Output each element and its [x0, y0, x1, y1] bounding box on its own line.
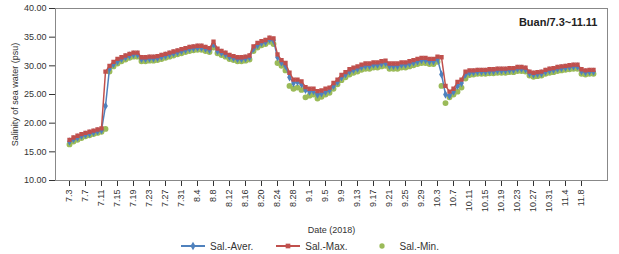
svg-text:9.5: 9.5	[320, 190, 330, 203]
svg-text:10.23: 10.23	[512, 190, 522, 213]
html-text:Sal.-Max.: Sal.-Max.	[305, 240, 348, 252]
svg-text:7.7: 7.7	[80, 190, 90, 203]
svg-text:35.00: 35.00	[24, 32, 47, 42]
html-text:Sal.-Min.: Sal.-Min.	[399, 240, 439, 252]
svg-text:9.21: 9.21	[384, 190, 394, 208]
svg-text:8.12: 8.12	[224, 190, 234, 208]
svg-text:Buan/7.3~11.11: Buan/7.3~11.11	[519, 16, 598, 28]
svg-text:Date (2018): Date (2018)	[308, 225, 356, 235]
svg-text:40.00: 40.00	[24, 3, 47, 13]
svg-text:11.4: 11.4	[560, 190, 570, 207]
svg-text:9.9: 9.9	[336, 190, 346, 203]
svg-text:9.1: 9.1	[304, 190, 314, 203]
svg-text:10.3: 10.3	[432, 190, 442, 208]
svg-text:7.31: 7.31	[176, 190, 186, 208]
html-text:Sal.-Aver.: Sal.-Aver.	[210, 240, 254, 252]
svg-text:10.11: 10.11	[464, 190, 474, 212]
svg-text:8.28: 8.28	[288, 190, 298, 208]
svg-text:7.23: 7.23	[144, 190, 154, 208]
svg-text:10.7: 10.7	[448, 190, 458, 208]
svg-text:8.24: 8.24	[272, 190, 282, 208]
svg-text:9.17: 9.17	[368, 190, 378, 208]
svg-text:Salinity of sea water (psu): Salinity of sea water (psu)	[10, 43, 20, 147]
svg-text:8.20: 8.20	[256, 190, 266, 208]
svg-text:11.8: 11.8	[576, 190, 586, 207]
svg-text:8.4: 8.4	[192, 190, 202, 203]
svg-text:15.00: 15.00	[24, 147, 47, 157]
svg-text:7.11: 7.11	[96, 190, 106, 207]
svg-text:10.00: 10.00	[24, 175, 47, 185]
svg-text:10.27: 10.27	[528, 190, 538, 213]
svg-text:10.31: 10.31	[544, 190, 554, 213]
svg-text:25.00: 25.00	[24, 89, 47, 99]
svg-text:10.19: 10.19	[496, 190, 506, 213]
svg-text:7.19: 7.19	[128, 190, 138, 208]
svg-text:7.15: 7.15	[112, 190, 122, 208]
svg-text:7.3: 7.3	[64, 190, 74, 203]
svg-text:10.15: 10.15	[480, 190, 490, 213]
svg-text:9.13: 9.13	[352, 190, 362, 208]
svg-text:8.16: 8.16	[240, 190, 250, 208]
svg-text:7.27: 7.27	[160, 190, 170, 208]
svg-text:9.29: 9.29	[416, 190, 426, 208]
svg-text:9.25: 9.25	[400, 190, 410, 208]
svg-text:30.00: 30.00	[24, 61, 47, 71]
svg-text:8.8: 8.8	[208, 190, 218, 203]
svg-text:20.00: 20.00	[24, 118, 47, 128]
